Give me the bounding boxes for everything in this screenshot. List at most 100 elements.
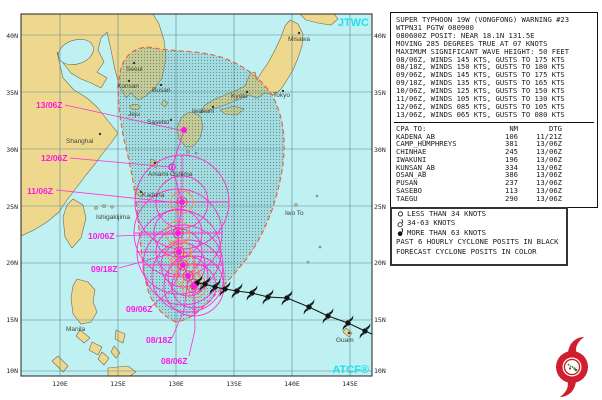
warning-line: WTPN31 PGTW 080900 [396,22,474,32]
graticule [21,14,372,376]
lat-left-40n: 40N [6,32,18,40]
atcf-watermark: ATCF® [332,364,369,376]
cpa-dtg: 13/06Z [536,139,562,149]
cpa-row: SASEBO 113 13/06Z [391,187,597,195]
warning-line: 11/06Z, WINDS 105 KTS, GUSTS TO 130 KTS [396,94,565,104]
map-frame [20,13,373,377]
cpa-row: IWAKUNI 196 13/06Z [391,156,597,164]
fcst-label-09-18z: 09/18Z [91,264,117,274]
label-seoul: Seoul [126,66,143,73]
label-kyoto: Kyoto [231,93,248,100]
lon-135e: 135E [226,380,242,388]
warning-line: 08/06Z, WINDS 145 KTS, GUSTS TO 175 KTS [396,54,565,64]
lat-right-40n: 40N [374,32,386,40]
cpa-nm: 386 [505,170,518,180]
label-shanghai: Shanghai [66,138,93,145]
luzon [70,278,98,325]
legend-item-34-63: 34-63 KNOTS [392,218,566,227]
cpa-dtg: 11/21Z [536,131,562,141]
hokkaido [299,14,339,26]
label-guam: Guam [336,337,354,344]
tropical-storm-icon [397,218,404,227]
lat-left-30n: 30N [6,146,18,154]
cpa-row: TAEGU 290 13/06Z [391,193,597,203]
forecast-track [55,104,197,357]
label-kadena: Kadena [142,192,165,199]
legend-text: LESS THAN 34 KNOTS [407,209,487,218]
label-iwoto: Iwo To [285,210,304,217]
cpa-nm: 245 [505,147,518,157]
cpa-title: CPA TO: [396,123,427,133]
cpa-site: KADENA_AB [396,131,435,141]
jtwc-logo [556,337,588,397]
jtwc-watermark: JTWC [338,17,369,29]
lat-right-35n: 35N [374,89,386,97]
lat-left-35n: 35N [6,89,18,97]
cpa-row: CHINHAE 245 13/06Z [391,148,597,156]
warning-text-block: SUPER TYPHOON 19W (VONGFONG) WARNING #23… [391,13,597,119]
legend-panel: LESS THAN 34 KNOTS 34-63 KNOTS MORE THAN… [390,207,568,266]
lon-125e: 125E [110,380,126,388]
fcst-label-12-06z: 12/06Z [41,153,67,163]
warning-line: SUPER TYPHOON 19W (VONGFONG) WARNING #23 [396,15,570,24]
lat-right-25n: 25N [374,203,386,211]
cpa-table: CPA TO: NM DTG KADENA_AB 106 11/21Z CAMP… [391,125,597,203]
warning-line: 08/18Z, WINDS 150 KTS, GUSTS TO 180 KTS [396,62,565,72]
cpa-dtg: 13/06Z [536,193,562,203]
taiwan [62,198,87,249]
cpa-site: CHINHAE [396,147,427,157]
cpa-dtg: 13/06Z [536,162,562,172]
typhoon-icon [397,228,404,237]
legend-item-gt63: MORE THAN 63 KNOTS [392,228,566,237]
cpa-nm: 196 [505,154,518,164]
fcst-label-08-18z: 08/18Z [146,335,172,345]
legend-text: 34-63 KNOTS [407,218,456,228]
cpa-site: KUNSAN_AB [396,162,435,172]
cpa-nm: 334 [505,162,518,172]
cpa-row: CAMP_HUMPHREYS 381 13/06Z [391,140,597,148]
label-kunsan: Kunsan [117,83,139,90]
legend-item-past: PAST 6 HOURLY CYCLONE POSITS IN BLACK [392,237,566,246]
cpa-dtg: 13/06Z [536,178,562,188]
warning-panel: SUPER TYPHOON 19W (VONGFONG) WARNING #23… [390,12,598,208]
legend-item-forecast: FORECAST CYCLONE POSITS IN COLOR [392,247,566,256]
open-circle-icon [397,211,404,217]
cpa-header: CPA TO: NM DTG [391,125,597,133]
lat-left-20n: 20N [6,259,18,267]
cpa-dtg: 13/06Z [536,154,562,164]
lon-145e: 145E [342,380,358,388]
cpa-row: KADENA_AB 106 11/21Z [391,131,597,141]
legend-text: MORE THAN 63 KNOTS [407,227,487,237]
lat-left-25n: 25N [6,203,18,211]
label-ishigaki: Ishigakijima [96,214,130,221]
label-busan: Busan [152,87,171,94]
cpa-nm: 106 [505,131,518,141]
cpa-site: OSAN_AB [396,170,427,180]
lon-140e: 140E [284,380,300,388]
label-misawa: Misawa [288,36,310,43]
cpa-row: KUNSAN_AB 334 13/06Z [391,162,597,172]
cpa-nm: 381 [505,139,518,149]
fcst-label-08-06z: 08/06Z [161,356,187,366]
warning-line: 10/06Z, WINDS 125 KTS, GUSTS TO 150 KTS [396,86,565,96]
cpa-site: SASEBO [396,185,422,195]
lat-right-20n: 20N [374,259,386,267]
leader-lines [55,104,196,357]
label-sasebo: Sasebo [147,119,169,126]
lat-left-10n: 10N [6,367,18,375]
lat-labels-right: 40N 35N 30N 25N 20N 15N 10N [374,32,386,375]
cpa-site: PUSAN [396,178,418,188]
label-manila: Manila [66,326,86,333]
fcst-label-10-06z: 10/06Z [88,231,114,241]
label-iwakuni: Iwakuni [192,108,214,115]
warning-line: MOVING 285 DEGREES TRUE AT 07 KNOTS [396,38,548,48]
lat-right-15n: 15N [374,316,386,324]
lat-right-30n: 30N [374,146,386,154]
cpa-dtg: 13/06Z [536,147,562,157]
cpa-site: IWAKUNI [396,154,427,164]
fcst-label-11-06z: 11/06Z [27,186,53,196]
legend-item-lt34: LESS THAN 34 KNOTS [392,209,566,218]
fcst-label-13-06z: 13/06Z [36,100,62,110]
